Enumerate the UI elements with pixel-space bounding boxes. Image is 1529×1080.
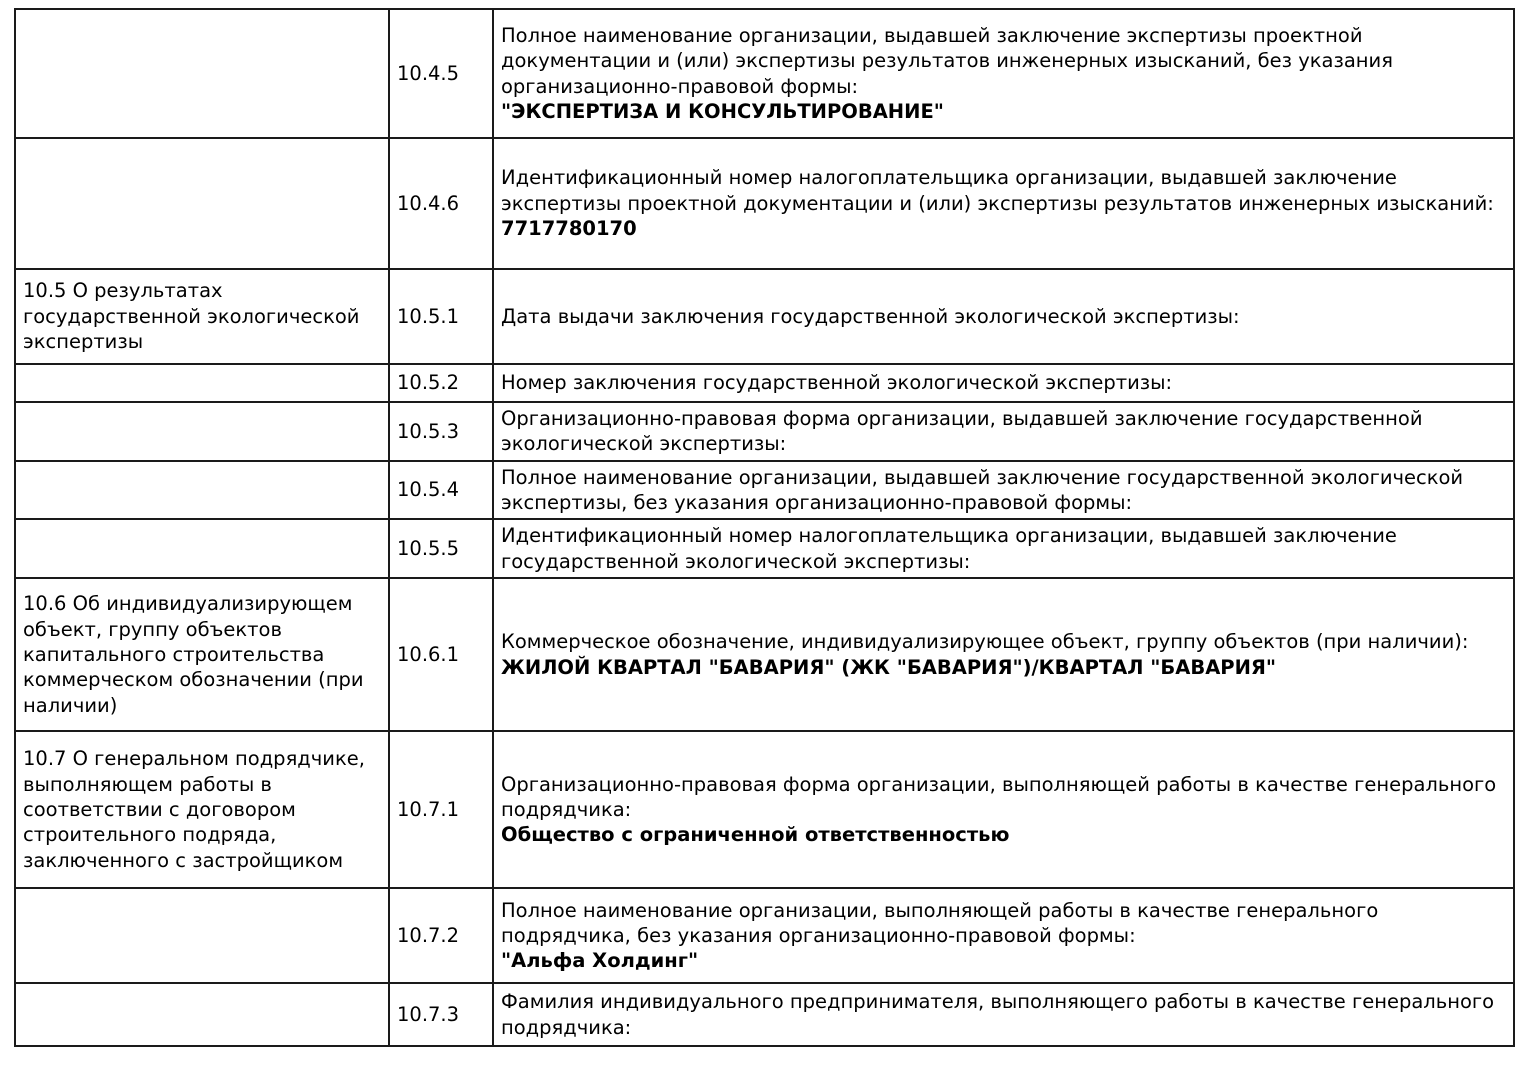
row-content-cell: Полное наименование организации, выдавше… (492, 8, 1515, 139)
table-row: 10.4.6 Идентификационный номер налогоплат… (14, 137, 1515, 270)
field-label: Дата выдачи заключения государственной э… (501, 304, 1240, 328)
row-code-cell: 10.4.6 (388, 137, 494, 270)
row-content-cell: Номер заключения государственной экологи… (492, 363, 1515, 403)
row-content-cell: Дата выдачи заключения государственной э… (492, 268, 1515, 365)
section-title-cell: 10.7 О генеральном подрядчике, выполняющ… (14, 730, 390, 890)
field-label: Фамилия индивидуального предпринимателя,… (501, 990, 1495, 1039)
field-label: Коммерческое обозначение, индивидуализир… (501, 630, 1469, 654)
field-value: Общество с ограниченной ответственностью (501, 823, 1010, 847)
row-code-cell: 10.5.3 (388, 401, 494, 462)
row-content-cell: Фамилия индивидуального предпринимателя,… (492, 982, 1515, 1048)
section-empty-cell (14, 887, 390, 985)
section-empty-cell (14, 518, 390, 580)
field-label: Номер заключения государственной экологи… (501, 371, 1173, 395)
section-empty-cell (14, 459, 390, 521)
field-label: Организационно-правовая форма организаци… (501, 407, 1423, 456)
row-content-cell: Идентификационный номер налогоплательщик… (492, 518, 1515, 580)
section-empty-cell (14, 982, 390, 1048)
field-value: ЖИЛОЙ КВАРТАЛ "БАВАРИЯ" (ЖК "БАВАРИЯ")/К… (501, 655, 1277, 679)
regulatory-info-table: 10.4.5 Полное наименование организации, в… (14, 8, 1515, 1048)
table-row: 10.5.3 Организационно-правовая форма орга… (14, 401, 1515, 462)
section-title-cell: 10.5 О результатах государственной эколо… (14, 268, 390, 365)
field-label: Полное наименование организации, выполня… (501, 898, 1379, 947)
row-content-cell: Полное наименование организации, выполня… (492, 887, 1515, 985)
section-title-cell: 10.6 Об индивидуализирующем объект, груп… (14, 577, 390, 733)
section-empty-cell (14, 401, 390, 462)
row-content-cell: Коммерческое обозначение, индивидуализир… (492, 577, 1515, 733)
row-content-cell: Организационно-правовая форма организаци… (492, 730, 1515, 890)
row-code-cell: 10.7.2 (388, 887, 494, 985)
field-value: "Альфа Холдинг" (501, 949, 699, 973)
row-code-cell: 10.7.3 (388, 982, 494, 1048)
field-label: Идентификационный номер налогоплательщик… (501, 166, 1494, 215)
table-row: 10.7 О генеральном подрядчике, выполняющ… (14, 730, 1515, 890)
field-value: 7717780170 (501, 217, 637, 241)
row-content-cell: Полное наименование организации, выдавше… (492, 459, 1515, 521)
row-code-cell: 10.7.1 (388, 730, 494, 890)
table-row: 10.7.2 Полное наименование организации, в… (14, 887, 1515, 985)
field-value: "ЭКСПЕРТИЗА И КОНСУЛЬТИРОВАНИЕ" (501, 99, 944, 123)
table-row: 10.4.5 Полное наименование организации, в… (14, 8, 1515, 139)
table-row: 10.6 Об индивидуализирующем объект, груп… (14, 577, 1515, 733)
field-label: Организационно-правовая форма организаци… (501, 772, 1497, 821)
table-row: 10.5.4 Полное наименование организации, в… (14, 459, 1515, 521)
section-empty-cell (14, 8, 390, 139)
row-content-cell: Организационно-правовая форма организаци… (492, 401, 1515, 462)
field-label: Полное наименование организации, выдавше… (501, 465, 1464, 515)
section-empty-cell (14, 363, 390, 403)
row-code-cell: 10.5.2 (388, 363, 494, 403)
row-code-cell: 10.5.4 (388, 459, 494, 521)
row-code-cell: 10.4.5 (388, 8, 494, 139)
table-row: 10.5 О результатах государственной эколо… (14, 268, 1515, 365)
table-row: 10.5.5 Идентификационный номер налогоплат… (14, 518, 1515, 580)
row-code-cell: 10.5.1 (388, 268, 494, 365)
section-empty-cell (14, 137, 390, 270)
field-label: Идентификационный номер налогоплательщик… (501, 524, 1397, 573)
table-row: 10.7.3 Фамилия индивидуального предприним… (14, 982, 1515, 1048)
table-body: 10.4.5 Полное наименование организации, в… (14, 8, 1515, 1048)
field-label: Полное наименование организации, выдавше… (501, 23, 1393, 98)
row-code-cell: 10.6.1 (388, 577, 494, 733)
table-row: 10.5.2 Номер заключения государственной э… (14, 363, 1515, 403)
row-content-cell: Идентификационный номер налогоплательщик… (492, 137, 1515, 270)
row-code-cell: 10.5.5 (388, 518, 494, 580)
